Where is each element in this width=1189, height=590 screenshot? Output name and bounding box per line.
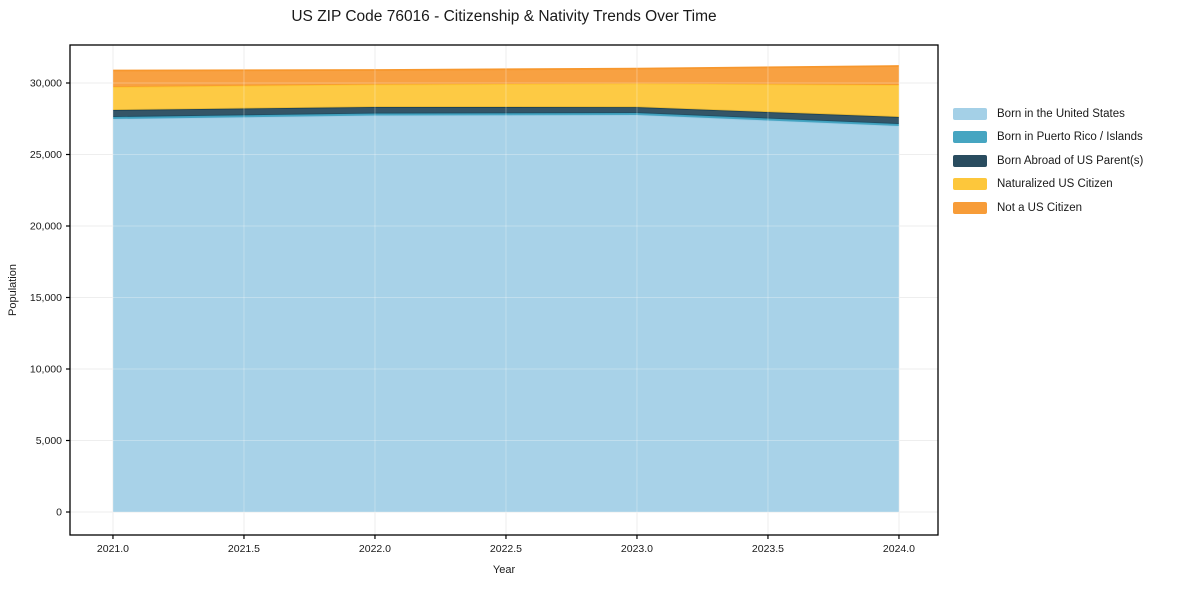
y-tick-label: 30,000 xyxy=(30,77,62,89)
legend-label: Not a US Citizen xyxy=(997,201,1083,214)
area-edge-4 xyxy=(112,65,900,72)
area-series-0 xyxy=(113,115,899,512)
plot-border xyxy=(69,44,939,536)
x-tick-label: 2021.0 xyxy=(97,543,129,555)
legend-item: Born in the United States xyxy=(953,102,1143,126)
y-tick-label: 15,000 xyxy=(30,292,62,304)
x-tick-label: 2022.0 xyxy=(359,543,391,555)
legend-swatch-icon xyxy=(953,178,987,191)
legend-item: Naturalized US Citizen xyxy=(953,173,1143,197)
legend-swatch-icon xyxy=(953,154,987,167)
x-axis-label: Year xyxy=(492,564,516,576)
legend: Born in the United States Born in Puerto … xyxy=(953,102,1143,220)
y-tick-label: 20,000 xyxy=(30,220,62,232)
area-series-2 xyxy=(113,107,899,124)
legend-label: Born in Puerto Rico / Islands xyxy=(997,131,1143,144)
legend-label: Born in the United States xyxy=(997,107,1125,120)
area-series-4 xyxy=(113,66,899,87)
y-tick-label: 0 xyxy=(56,507,62,519)
chart-title: US ZIP Code 76016 - Citizenship & Nativi… xyxy=(291,8,717,25)
x-tick-label: 2022.5 xyxy=(490,543,522,555)
area-series-3 xyxy=(113,83,899,117)
legend-label: Born Abroad of US Parent(s) xyxy=(997,154,1144,167)
legend-label: Naturalized US Citizen xyxy=(997,178,1113,191)
legend-item: Born in Puerto Rico / Islands xyxy=(953,126,1143,150)
legend-item: Not a US Citizen xyxy=(953,196,1143,220)
y-tick-label: 25,000 xyxy=(30,149,62,161)
x-tick-label: 2023.0 xyxy=(621,543,653,555)
legend-item: Born Abroad of US Parent(s) xyxy=(953,149,1143,173)
legend-swatch-icon xyxy=(953,131,987,144)
legend-swatch-icon xyxy=(953,201,987,214)
x-tick-label: 2021.5 xyxy=(228,543,260,555)
y-tick-label: 5,000 xyxy=(36,435,62,447)
legend-swatch-icon xyxy=(953,107,987,120)
x-tick-label: 2023.5 xyxy=(752,543,784,555)
x-tick-label: 2024.0 xyxy=(883,543,915,555)
y-tick-label: 10,000 xyxy=(30,364,62,376)
